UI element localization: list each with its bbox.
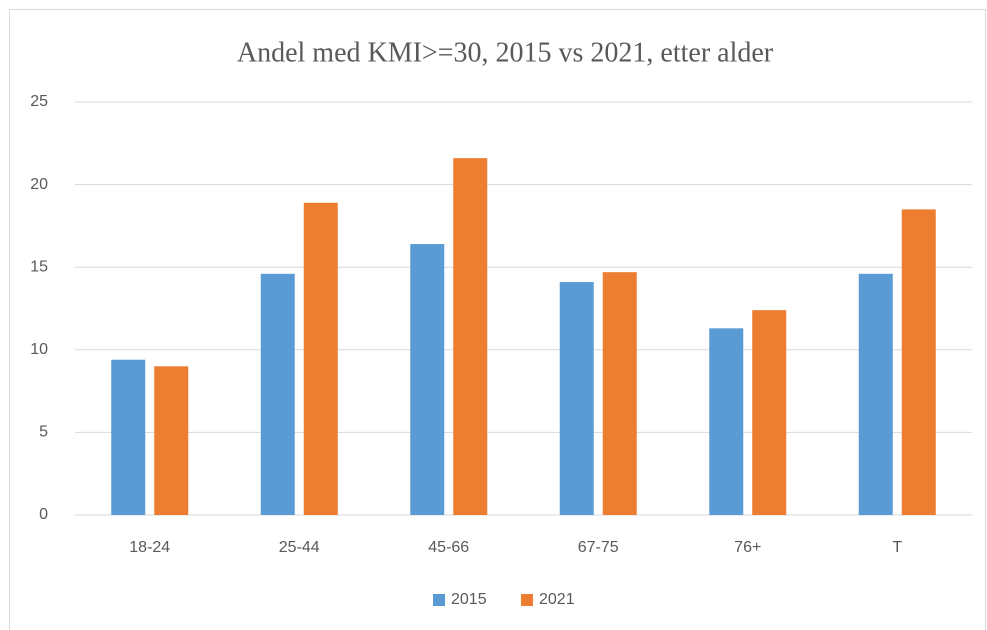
bar [154,366,189,515]
bar [260,273,295,515]
bar [303,202,338,515]
y-tick-label: 0 [39,506,48,523]
y-tick-label: 25 [30,93,48,110]
x-tick-label: 76+ [734,539,761,556]
y-tick-label: 10 [30,341,48,358]
x-tick-label: 45-66 [428,539,469,556]
bar [709,328,744,515]
bar [858,273,893,515]
bar [752,310,787,515]
y-tick-label: 5 [39,424,48,441]
y-tick-label: 15 [30,258,48,275]
bar [901,209,936,515]
legend-label: 2021 [539,591,575,608]
legend-swatch [521,594,533,606]
bar [453,158,488,515]
legend-swatch [433,594,445,606]
bar [111,359,146,515]
x-tick-label: 67-75 [578,539,619,556]
legend-label: 2015 [451,591,487,608]
bar [602,272,637,515]
bar [559,282,594,515]
y-tick-label: 20 [30,176,48,193]
chart-title: Andel med KMI>=30, 2015 vs 2021, etter a… [237,37,774,68]
x-tick-label: 25-44 [279,539,320,556]
x-tick-label: 18-24 [129,539,170,556]
x-tick-label: T [892,539,902,556]
bar [410,244,445,515]
chart-frame [9,9,986,630]
